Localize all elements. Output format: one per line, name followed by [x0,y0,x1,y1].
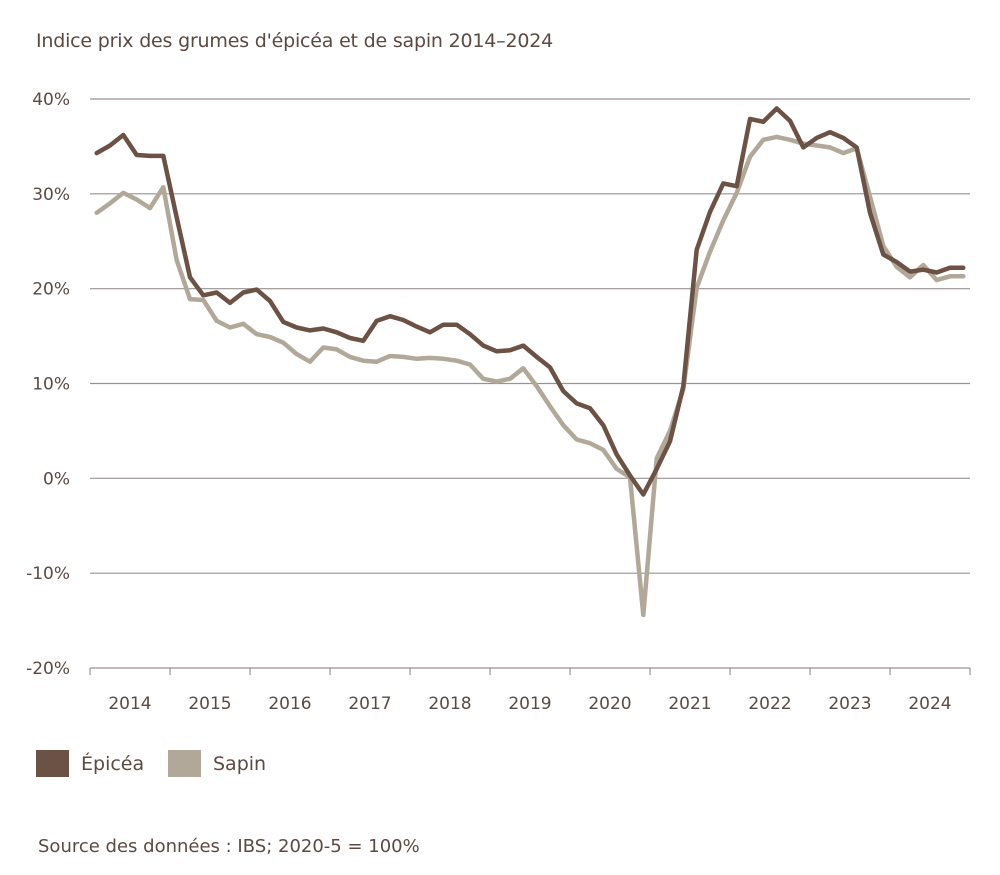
legend-label: Épicéa [81,752,145,775]
x-axis: 2014 2015 2016 2017 2018 2019 2020 2021 2022 2023… [89,668,971,714]
y-tick-label: 20% [32,280,70,300]
series-line-sapin [94,134,966,618]
x-tick-label: 2023 [828,694,871,714]
y-tick-label: 40% [32,90,70,110]
y-tick-label: -20% [26,659,70,679]
y-tick-label: 30% [32,185,70,205]
y-tick-label: -10% [26,564,70,584]
x-tick-label: 2019 [508,694,551,714]
legend-swatch-sapin [168,750,201,777]
x-tick-label: 2017 [348,694,391,714]
x-tick-label: 2016 [268,694,311,714]
x-tick-label: 2021 [668,694,711,714]
series-line-epicea [94,106,966,497]
series-lines [94,106,966,618]
grid [90,98,970,669]
y-axis: 40% 30% 20% 10% 0% -10% -20% [26,90,70,679]
legend-label: Sapin [213,752,267,775]
source-note: Source des données : IBS; 2020-5 = 100% [38,836,420,857]
x-tick-label: 2024 [908,694,951,714]
x-tick-label: 2015 [188,694,231,714]
x-tick-label: 2022 [748,694,791,714]
line-chart: 40%30%20%10%0%-10%-20% 2014 2015 2016 2017 2… [26,90,971,714]
y-tick-label: 10% [32,375,70,395]
x-tick-label: 2018 [428,694,471,714]
legend-item-epicea: Épicéa [36,750,144,777]
legend-item-sapin: Sapin [168,750,266,777]
y-tick-label: 0% [43,469,70,489]
x-tick-label: 2020 [588,694,631,714]
chart-title: Indice prix des grumes d'épicéa et de sa… [36,30,554,52]
legend-swatch-epicea [36,750,69,777]
x-tick-label: 2014 [108,694,151,714]
